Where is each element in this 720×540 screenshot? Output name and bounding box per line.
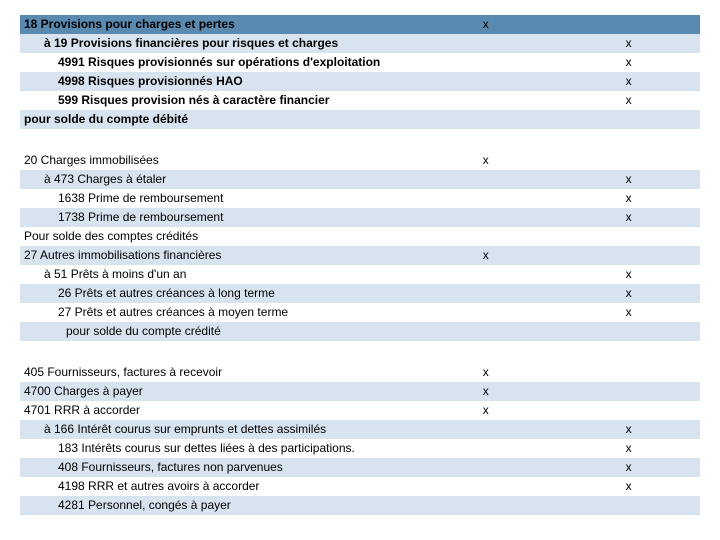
col-a-mark: x (414, 151, 557, 170)
col-a-mark (414, 496, 557, 515)
row-label: 599 Risques provision nés à caractère fi… (20, 91, 414, 110)
table-row: à 473 Charges à étaler x (20, 170, 700, 189)
row-label: à 473 Charges à étaler (20, 170, 414, 189)
col-a-mark (414, 189, 557, 208)
table-row: 1738 Prime de remboursement x (20, 208, 700, 227)
row-label: à 166 Intérêt courus sur emprunts et det… (20, 420, 414, 439)
col-a-mark (414, 208, 557, 227)
col-b-mark: x (557, 208, 700, 227)
table-row: 405 Fournisseurs, factures à recevoirx (20, 363, 700, 382)
col-a-mark: x (414, 15, 557, 34)
row-label: 27 Prêts et autres créances à moyen term… (20, 303, 414, 322)
row-label: 1738 Prime de remboursement (20, 208, 414, 227)
row-label: Pour solde des comptes crédités (20, 227, 414, 246)
table-row: à 166 Intérêt courus sur emprunts et det… (20, 420, 700, 439)
table-row: 4701 RRR à accorderx (20, 401, 700, 420)
col-a-mark (414, 91, 557, 110)
col-a-mark (414, 53, 557, 72)
col-a-mark: x (414, 382, 557, 401)
col-b-mark: x (557, 477, 700, 496)
col-b-mark (557, 110, 700, 129)
col-a-mark (414, 322, 557, 341)
table-row: 1638 Prime de remboursement x (20, 189, 700, 208)
row-label: 20 Charges immobilisées (20, 151, 414, 170)
section-spacer (20, 341, 700, 363)
col-b-mark (557, 246, 700, 265)
col-b-mark: x (557, 265, 700, 284)
table-row: 4198 RRR et autres avoirs à accorder x (20, 477, 700, 496)
col-b-mark: x (557, 91, 700, 110)
col-b-mark (557, 322, 700, 341)
row-label: 18 Provisions pour charges et pertes (20, 15, 414, 34)
col-a-mark (414, 265, 557, 284)
col-b-mark: x (557, 303, 700, 322)
table-row: 408 Fournisseurs, factures non parvenues… (20, 458, 700, 477)
table-row: 4991 Risques provisionnés sur opérations… (20, 53, 700, 72)
col-a-mark (414, 420, 557, 439)
row-label: 408 Fournisseurs, factures non parvenues (20, 458, 414, 477)
col-b-mark: x (557, 439, 700, 458)
table-row: Pour solde des comptes crédités (20, 227, 700, 246)
table-row: 27 Autres immobilisations financièresx (20, 246, 700, 265)
accounting-table: 18 Provisions pour charges et pertesxà 1… (20, 15, 700, 515)
row-label: à 19 Provisions financières pour risques… (20, 34, 414, 53)
col-a-mark (414, 439, 557, 458)
col-b-mark: x (557, 72, 700, 91)
row-label: 26 Prêts et autres créances à long terme (20, 284, 414, 303)
table-row: 599 Risques provision nés à caractère fi… (20, 91, 700, 110)
col-b-mark: x (557, 34, 700, 53)
row-label: 4198 RRR et autres avoirs à accorder (20, 477, 414, 496)
row-label: 405 Fournisseurs, factures à recevoir (20, 363, 414, 382)
col-a-mark (414, 477, 557, 496)
table-row: à 19 Provisions financières pour risques… (20, 34, 700, 53)
col-b-mark (557, 363, 700, 382)
row-label: 4700 Charges à payer (20, 382, 414, 401)
col-a-mark (414, 72, 557, 91)
col-a-mark (414, 458, 557, 477)
col-b-mark: x (557, 420, 700, 439)
row-label: 4998 Risques provisionnés HAO (20, 72, 414, 91)
section-header-row: 18 Provisions pour charges et pertesx (20, 15, 700, 34)
table-row: 4700 Charges à payerx (20, 382, 700, 401)
table-row: 4281 Personnel, congés à payer (20, 496, 700, 515)
row-label: 4281 Personnel, congés à payer (20, 496, 414, 515)
col-a-mark (414, 284, 557, 303)
table-row: 183 Intérêts courus sur dettes liées à d… (20, 439, 700, 458)
col-b-mark (557, 382, 700, 401)
col-a-mark (414, 110, 557, 129)
col-b-mark (557, 151, 700, 170)
col-b-mark: x (557, 458, 700, 477)
row-label: pour solde du compte débité (20, 110, 414, 129)
row-label: 4701 RRR à accorder (20, 401, 414, 420)
row-label: 1638 Prime de remboursement (20, 189, 414, 208)
row-label: pour solde du compte crédité (20, 322, 414, 341)
col-a-mark (414, 34, 557, 53)
row-label: à 51 Prêts à moins d'un an (20, 265, 414, 284)
table-row: 4998 Risques provisionnés HAO x (20, 72, 700, 91)
col-a-mark (414, 170, 557, 189)
col-a-mark (414, 303, 557, 322)
col-b-mark: x (557, 170, 700, 189)
col-a-mark: x (414, 246, 557, 265)
section-spacer (20, 129, 700, 151)
col-b-mark: x (557, 53, 700, 72)
col-a-mark: x (414, 363, 557, 382)
col-b-mark (557, 496, 700, 515)
table-row: pour solde du compte crédité (20, 322, 700, 341)
col-b-mark: x (557, 284, 700, 303)
row-label: 4991 Risques provisionnés sur opérations… (20, 53, 414, 72)
col-a-mark (414, 227, 557, 246)
table-row: 27 Prêts et autres créances à moyen term… (20, 303, 700, 322)
col-b-mark (557, 401, 700, 420)
row-label: 183 Intérêts courus sur dettes liées à d… (20, 439, 414, 458)
row-label: 27 Autres immobilisations financières (20, 246, 414, 265)
table-row: à 51 Prêts à moins d'un an x (20, 265, 700, 284)
table-row: pour solde du compte débité (20, 110, 700, 129)
col-b-mark (557, 227, 700, 246)
col-a-mark: x (414, 401, 557, 420)
table-row: 20 Charges immobiliséesx (20, 151, 700, 170)
col-b-mark: x (557, 189, 700, 208)
col-b-mark (557, 15, 700, 34)
table-row: 26 Prêts et autres créances à long terme… (20, 284, 700, 303)
